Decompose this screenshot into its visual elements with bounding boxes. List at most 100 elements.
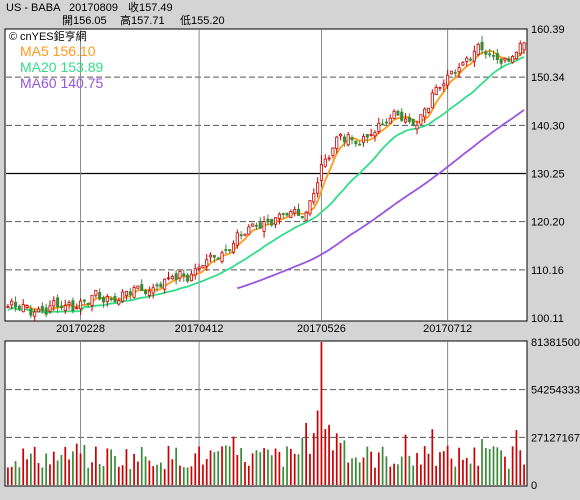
candle-body: [75, 307, 79, 310]
candle-body: [239, 234, 243, 237]
candle-body: [522, 42, 526, 51]
candle-body: [48, 305, 52, 312]
candle-body: [274, 217, 278, 225]
volume-tick-label: 27127167: [531, 432, 580, 444]
candle-body: [430, 92, 434, 109]
date-tick-label: 20170712: [423, 323, 472, 335]
candle-body: [209, 254, 213, 258]
candle-body: [289, 211, 293, 218]
candle-body: [163, 278, 167, 290]
candle-body: [514, 51, 518, 60]
open-label: 開156.05: [62, 14, 107, 27]
candle-body: [166, 277, 171, 280]
candle-body: [400, 111, 404, 121]
candle-body: [327, 157, 331, 160]
candle-body: [17, 305, 21, 310]
price-tick-label: 120.20: [531, 217, 565, 229]
candle-body: [21, 304, 25, 313]
candle-body: [56, 297, 60, 308]
candle-body: [308, 200, 312, 215]
high-label: 高157.71: [120, 13, 165, 27]
candle-body: [6, 306, 10, 308]
candle-body: [212, 255, 216, 258]
candle-body: [124, 290, 128, 296]
date-label: 20170809: [69, 2, 118, 14]
candle-body: [235, 232, 239, 246]
candle-body: [373, 132, 377, 137]
candle-body: [132, 287, 136, 298]
candle-body: [472, 50, 476, 62]
candle-body: [258, 222, 262, 229]
price-tick-label: 100.11: [531, 313, 564, 325]
candle-body: [449, 70, 453, 75]
candle-body: [342, 136, 346, 143]
candle-body: [453, 71, 457, 74]
candle-body: [52, 300, 56, 307]
price-tick-label: 140.30: [531, 120, 565, 132]
candle-body: [170, 276, 174, 280]
candle-body: [79, 300, 83, 310]
candle-body: [151, 287, 155, 294]
candle-body: [469, 58, 473, 61]
candle-body: [316, 182, 320, 194]
candle-body: [216, 257, 220, 260]
price-tick-label: 160.39: [531, 24, 565, 36]
price-tick-label: 130.25: [531, 169, 565, 181]
candle-body: [499, 58, 503, 64]
candle-body: [67, 302, 71, 306]
candle-body: [434, 87, 438, 96]
candle-body: [105, 296, 109, 302]
brand-label: cnYES鉅亨網: [20, 29, 87, 43]
candle-body: [381, 123, 385, 126]
candle-body: [174, 273, 178, 280]
candle-body: [488, 53, 492, 56]
legend-ma60: MA60 140.75: [20, 75, 103, 91]
candle-body: [94, 289, 98, 296]
candle-body: [159, 283, 163, 288]
candle-body: [495, 53, 499, 60]
candle-body: [457, 67, 461, 73]
candle-body: [86, 302, 90, 305]
candle-body: [491, 54, 496, 57]
candle-body: [511, 56, 515, 63]
candle-body: [465, 57, 469, 62]
candle-body: [377, 122, 381, 132]
candle-body: [189, 273, 193, 282]
candle-body: [415, 124, 419, 130]
close-label: 收157.49: [128, 0, 173, 14]
legend-ma20: MA20 153.89: [20, 59, 103, 75]
candle-body: [300, 216, 304, 219]
candle-body: [350, 137, 354, 141]
candle-body: [484, 51, 488, 55]
candle-body: [186, 274, 190, 282]
candle-body: [503, 57, 507, 61]
candle-body: [262, 221, 266, 232]
candle-body: [319, 164, 323, 181]
candle-body: [10, 300, 14, 306]
candle-body: [220, 252, 224, 262]
candle-body: [178, 270, 182, 279]
volume-panel: [4, 340, 528, 487]
candle-body: [392, 110, 396, 119]
candle-body: [281, 213, 285, 215]
candle-body: [461, 62, 465, 66]
volume-bars: [7, 342, 525, 485]
candle-body: [101, 297, 106, 303]
candle-body: [331, 147, 335, 156]
candlestick-series: [6, 36, 526, 322]
candle-body: [312, 192, 316, 203]
low-label: 低155.20: [180, 14, 225, 27]
candle-body: [243, 233, 247, 236]
candle-body: [388, 117, 392, 124]
candle-body: [147, 290, 151, 296]
price-tick-label: 150.34: [531, 72, 565, 84]
candle-body: [396, 110, 400, 116]
ma60-line: [237, 109, 525, 290]
candle-body: [113, 296, 117, 303]
candle-body: [29, 308, 33, 316]
candle-body: [369, 134, 373, 136]
candle-body: [254, 224, 258, 227]
candle-body: [285, 212, 289, 216]
candle-body: [36, 308, 41, 313]
